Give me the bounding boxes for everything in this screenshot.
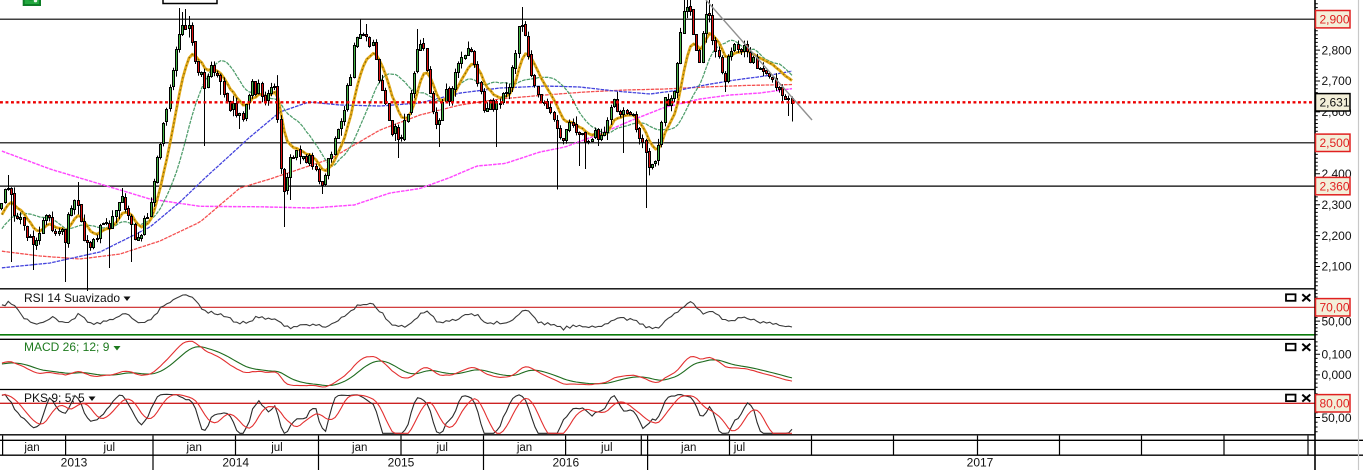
svg-text:2014: 2014: [222, 456, 249, 470]
svg-text:80,00: 80,00: [1320, 397, 1350, 411]
svg-text:jan: jan: [351, 442, 367, 454]
svg-text:2013: 2013: [61, 456, 88, 470]
svg-text:jan: jan: [186, 442, 202, 454]
svg-text:2,700: 2,700: [1322, 74, 1352, 88]
svg-text:2017: 2017: [967, 456, 994, 470]
svg-text:0,100: 0,100: [1322, 348, 1352, 362]
svg-text:2,631: 2,631: [1320, 96, 1350, 110]
svg-text:jul: jul: [103, 442, 116, 454]
svg-text:jul: jul: [600, 442, 613, 454]
svg-text:jan: jan: [680, 442, 696, 454]
svg-text:MACD 26; 12; 9: MACD 26; 12; 9: [24, 340, 110, 354]
svg-text:2,800: 2,800: [1322, 43, 1352, 57]
svg-text:2,500: 2,500: [1320, 136, 1350, 150]
svg-text:jul: jul: [270, 442, 283, 454]
svg-text:70,00: 70,00: [1320, 301, 1350, 315]
svg-text:2016: 2016: [552, 456, 579, 470]
svg-text:0,000: 0,000: [1322, 368, 1352, 382]
svg-text:2015: 2015: [388, 456, 415, 470]
svg-text:PKS 9; 5; 5: PKS 9; 5; 5: [24, 391, 85, 405]
svg-text:jul: jul: [733, 442, 746, 454]
svg-text:jan: jan: [516, 442, 532, 454]
svg-text:2,200: 2,200: [1322, 229, 1352, 243]
svg-text:jul: jul: [435, 442, 448, 454]
svg-text:2,360: 2,360: [1320, 179, 1350, 193]
svg-text:2,100: 2,100: [1322, 260, 1352, 274]
svg-text:50,00: 50,00: [1322, 314, 1352, 328]
svg-text:2,300: 2,300: [1322, 198, 1352, 212]
svg-text:50,00: 50,00: [1322, 411, 1352, 425]
svg-text:RSI 14 Suavizado: RSI 14 Suavizado: [24, 291, 120, 305]
svg-text:2,900: 2,900: [1320, 13, 1350, 27]
svg-text:jan: jan: [23, 442, 39, 454]
